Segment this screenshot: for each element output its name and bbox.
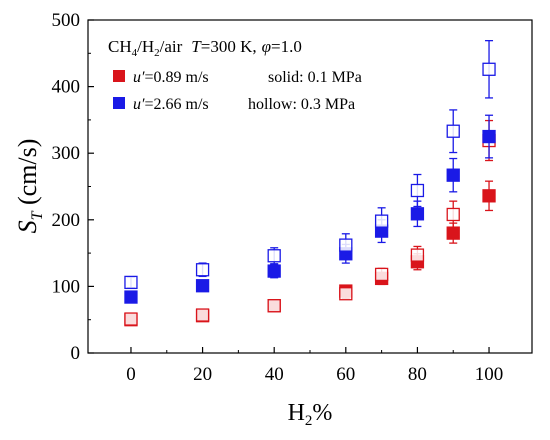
series-1 bbox=[124, 119, 496, 326]
annotation-sep1: /H bbox=[137, 37, 154, 56]
data-point bbox=[339, 238, 353, 252]
data-point bbox=[195, 308, 210, 322]
data-point bbox=[195, 263, 210, 277]
annotation-sep2: /air bbox=[160, 37, 183, 56]
x-tick-label: 40 bbox=[265, 364, 284, 385]
annotation-sub1: 4 bbox=[132, 47, 138, 59]
y-tick-label: 100 bbox=[52, 276, 81, 297]
x-tick-label: 0 bbox=[126, 364, 136, 385]
x-axis-title-suffix: % bbox=[312, 400, 332, 426]
legend-blue-text: =2.66 m/s bbox=[145, 96, 209, 113]
annotation-mixture: CH bbox=[108, 37, 132, 56]
legend-blue-prime: ′ bbox=[141, 96, 145, 113]
data-point bbox=[482, 62, 496, 76]
data-point bbox=[267, 249, 281, 263]
annotation-phi-value: =1.0 bbox=[271, 37, 302, 56]
x-tick-label: 80 bbox=[408, 364, 427, 385]
series-0 bbox=[124, 180, 496, 327]
data-point bbox=[339, 287, 353, 301]
legend-solid: solid: 0.1 MPa bbox=[268, 69, 362, 86]
data-point bbox=[124, 275, 138, 290]
y-axis-title-main: S bbox=[13, 220, 42, 233]
legend-marker-red bbox=[113, 70, 125, 82]
series-2 bbox=[124, 114, 496, 304]
axis-ticks: 0 20 40 60 80 100 0 100 200 300 400 500 bbox=[52, 10, 504, 385]
y-tick-label: 300 bbox=[52, 143, 81, 164]
legend-red-text: =0.89 m/s bbox=[145, 69, 209, 86]
data-point bbox=[446, 124, 460, 138]
x-tick-label: 100 bbox=[475, 364, 504, 385]
data-point bbox=[195, 279, 210, 293]
data-point bbox=[267, 299, 281, 313]
data-point bbox=[446, 207, 460, 222]
annotation-sub2: 2 bbox=[154, 47, 160, 59]
legend-entry-blue: u′=2.66 m/s bbox=[133, 96, 209, 113]
series-3 bbox=[124, 39, 496, 290]
annotation-phi-symbol: φ bbox=[262, 37, 271, 56]
data-point bbox=[410, 248, 425, 262]
legend-blue-symbol: u bbox=[133, 96, 141, 113]
y-axis-title: ST (cm/s) bbox=[13, 139, 46, 234]
x-axis-title: H2% bbox=[288, 400, 333, 429]
data-point bbox=[374, 267, 389, 282]
annotation-t-symbol: T bbox=[191, 37, 202, 56]
x-tick-label: 20 bbox=[193, 364, 212, 385]
y-tick-label: 200 bbox=[52, 210, 81, 231]
legend-red-prime: ′ bbox=[141, 69, 145, 86]
legend-marker-blue bbox=[113, 97, 125, 109]
y-tick-label: 400 bbox=[52, 77, 81, 98]
y-axis-title-sub: T bbox=[29, 210, 46, 220]
data-point bbox=[374, 214, 389, 228]
legend: u′=0.89 m/s solid: 0.1 MPa u′=2.66 m/s h… bbox=[113, 69, 362, 113]
annotation-t-value: =300 K, bbox=[201, 37, 257, 56]
data-point bbox=[124, 290, 138, 304]
data-point bbox=[267, 264, 281, 278]
data-point bbox=[482, 189, 496, 203]
y-tick-label: 0 bbox=[71, 343, 81, 364]
data-point bbox=[410, 207, 425, 221]
legend-entry-red: u′=0.89 m/s bbox=[133, 69, 209, 86]
y-axis-title-suffix: (cm/s) bbox=[13, 139, 42, 212]
x-axis-title-main: H bbox=[288, 400, 305, 426]
y-tick-label: 500 bbox=[52, 10, 81, 31]
annotation: CH4/H2/air T=300 K, φ=1.0 bbox=[108, 37, 302, 59]
legend-hollow: hollow: 0.3 MPa bbox=[248, 96, 355, 113]
x-axis-title-sub: 2 bbox=[305, 413, 313, 429]
data-point bbox=[446, 168, 460, 182]
data-marks bbox=[124, 39, 496, 327]
legend-red-symbol: u bbox=[133, 69, 141, 86]
data-point bbox=[124, 312, 138, 326]
x-tick-label: 60 bbox=[336, 364, 355, 385]
data-point bbox=[482, 129, 496, 144]
data-point bbox=[446, 226, 460, 240]
data-point bbox=[410, 183, 425, 198]
